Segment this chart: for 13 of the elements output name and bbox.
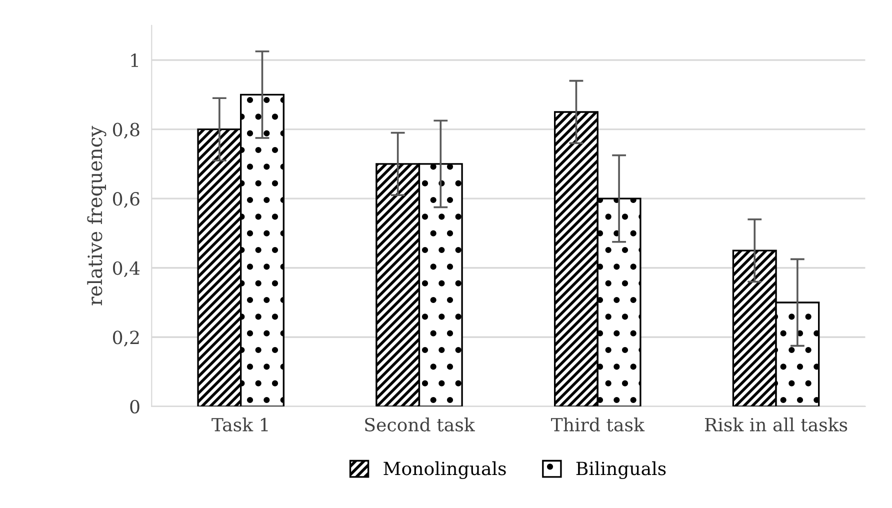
x-tick-label: Second task <box>365 418 475 432</box>
y-tick-label: 1 <box>131 53 138 67</box>
legend-label: Bilinguals <box>576 461 666 480</box>
x-tick-label: Third task <box>551 418 645 432</box>
x-tick-label: Risk in all tasks <box>705 418 848 432</box>
y-tick-label: 0,6 <box>113 192 140 208</box>
y-tick-label: 0,8 <box>113 122 140 139</box>
y-tick-label: 0,2 <box>113 330 139 346</box>
y-tick-label: 0 <box>130 400 140 414</box>
y-axis-title: relative frequency <box>87 126 106 306</box>
x-tick-label: Task 1 <box>212 418 268 432</box>
y-tick-label: 0,4 <box>113 261 140 278</box>
legend-label: Monolinguals <box>384 461 506 480</box>
